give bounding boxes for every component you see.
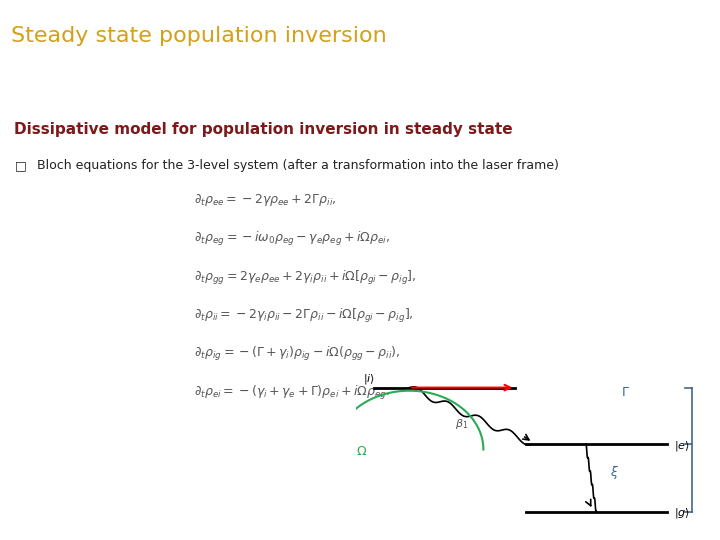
Text: Dissipative model for population inversion in steady state: Dissipative model for population inversi…: [14, 122, 513, 137]
Text: $\partial_t\rho_{ei} = -(\gamma_i + \gamma_e + \Gamma)\rho_{ei} + i\Omega\rho_{e: $\partial_t\rho_{ei} = -(\gamma_i + \gam…: [194, 383, 390, 402]
Text: $\Gamma$: $\Gamma$: [621, 387, 630, 400]
Text: $\partial_t\rho_{ee} = -2\gamma\rho_{ee} + 2\Gamma\rho_{ii},$: $\partial_t\rho_{ee} = -2\gamma\rho_{ee}…: [194, 192, 337, 208]
Text: $\beta_1$: $\beta_1$: [455, 416, 469, 430]
Text: $\partial_t\rho_{eg} = -i\omega_0\rho_{eg} - \gamma_e\rho_{eg} + i\Omega\rho_{ei: $\partial_t\rho_{eg} = -i\omega_0\rho_{e…: [194, 231, 391, 248]
Text: $\Omega$: $\Omega$: [356, 445, 367, 458]
Text: $\partial_t\rho_{ii} = -2\gamma_i\rho_{ii} - 2\Gamma\rho_{ii} - i\Omega\left[\rh: $\partial_t\rho_{ii} = -2\gamma_i\rho_{i…: [194, 307, 414, 325]
Text: $|e\rangle$: $|e\rangle$: [674, 439, 690, 453]
Text: $\partial_t\rho_{gg} = 2\gamma_e\rho_{ee} + 2\gamma_i\rho_{ii} + i\Omega\left[\r: $\partial_t\rho_{gg} = 2\gamma_e\rho_{ee…: [194, 268, 417, 287]
Text: $|i\rangle$: $|i\rangle$: [364, 372, 376, 386]
Text: Bloch equations for the 3-level system (after a transformation into the laser fr: Bloch equations for the 3-level system (…: [37, 159, 559, 172]
Text: Steady state population inversion: Steady state population inversion: [11, 26, 387, 46]
Text: $\xi$: $\xi$: [611, 464, 619, 481]
Text: $|g\rangle$: $|g\rangle$: [674, 507, 690, 520]
Text: □: □: [14, 159, 26, 172]
Text: $\partial_t\rho_{ig} = -(\Gamma + \gamma_i)\rho_{ig} - i\Omega(\rho_{gg} - \rho_: $\partial_t\rho_{ig} = -(\Gamma + \gamma…: [194, 345, 401, 363]
